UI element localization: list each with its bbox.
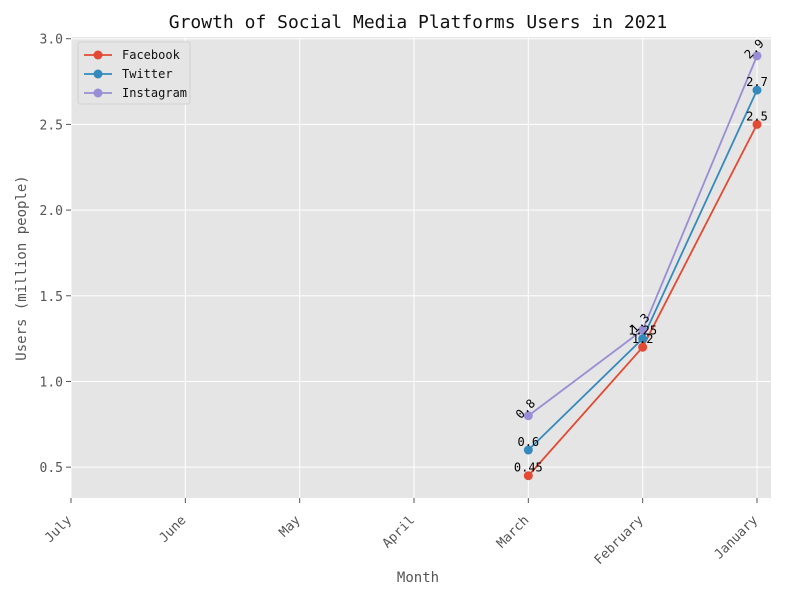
data-label-facebook: 2.5 [746,109,768,123]
x-tick-label: January [712,513,761,562]
data-point-twitter [752,85,762,95]
data-label-facebook: 1.2 [632,332,654,346]
data-point-instagram [638,325,648,335]
y-tick-label: 1.0 [40,375,63,390]
plot-area [71,37,771,498]
y-tick-label: 1.5 [40,290,63,305]
y-tick-label: 2.5 [40,118,63,133]
x-tick-label: May [276,513,303,540]
data-label-twitter: 1.25 [628,324,657,338]
data-point-twitter [638,334,648,344]
data-point-instagram [752,51,762,61]
y-axis-label: Users (million people) [14,175,30,360]
data-label-facebook: 0.45 [514,461,543,475]
grid-lines [70,37,771,498]
data-point-facebook [523,471,533,481]
series-points [523,51,762,481]
legend: Facebook Twitter Instagram [77,41,191,105]
legend-box [77,41,191,105]
y-axis-ticks: 0.5 1.0 1.5 2.0 2.5 3.0 [40,33,71,476]
data-point-twitter [523,445,533,455]
x-tick-label: February [592,513,647,568]
legend-marker-facebook [93,50,103,60]
x-axis-ticks: July June May April March February January [42,498,761,568]
data-label-twitter: 2.7 [746,75,768,89]
x-tick-label: June [157,513,190,546]
y-tick-label: 2.0 [40,204,63,219]
x-tick-label: July [42,513,75,546]
legend-label-facebook: Facebook [122,48,181,62]
legend-marker-instagram [93,88,103,98]
x-tick-label: April [380,513,418,551]
data-point-facebook [752,119,762,129]
y-tick-label: 3.0 [40,33,63,48]
x-axis-label: Month [397,570,439,586]
legend-marker-twitter [93,69,103,79]
data-point-instagram [523,411,533,421]
legend-label-twitter: Twitter [122,67,173,81]
data-label-twitter: 0.6 [517,435,539,449]
y-tick-label: 0.5 [40,461,63,476]
legend-label-instagram: Instagram [122,86,187,100]
x-tick-label: March [494,513,532,551]
data-point-facebook [638,342,648,352]
chart-title: Growth of Social Media Platforms Users i… [169,12,668,33]
